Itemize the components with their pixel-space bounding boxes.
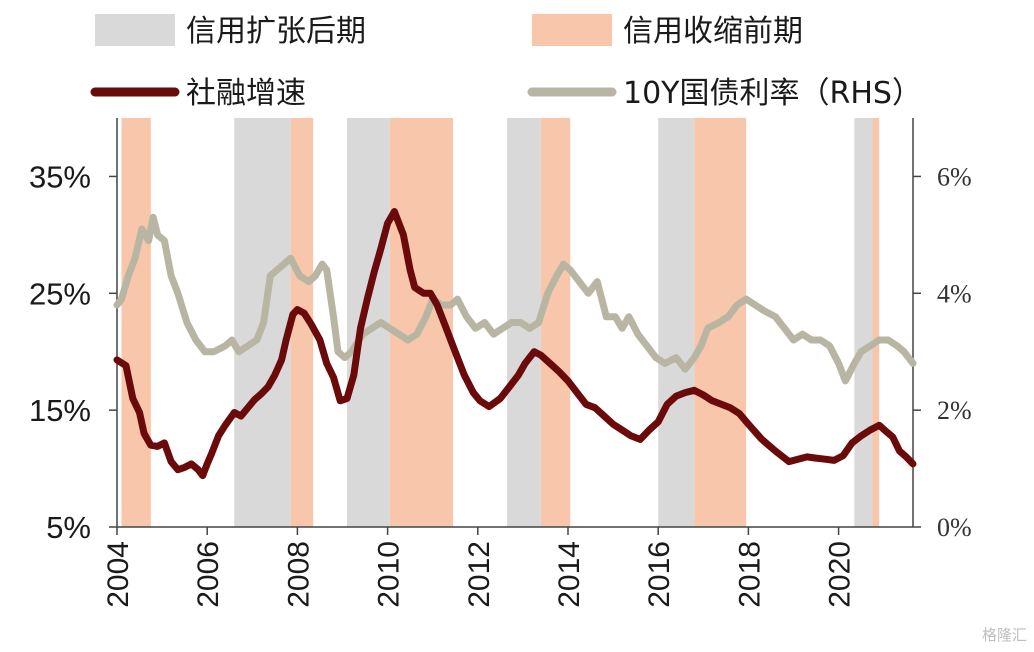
left-tick-label: 15% xyxy=(29,393,91,428)
shaded-regions xyxy=(121,118,880,527)
legend-label-contraction-early: 信用收缩前期 xyxy=(623,14,803,49)
x-tick-label: 2010 xyxy=(373,541,406,608)
legend-label-tsf-growth: 社融增速 xyxy=(186,76,306,111)
watermark: 格隆汇 xyxy=(982,626,1027,644)
left-tick-label: 5% xyxy=(46,510,91,545)
x-tick-label: 2016 xyxy=(643,541,676,608)
legend-swatch-contraction-early xyxy=(532,14,612,46)
series-line-yield-10y xyxy=(113,213,917,385)
x-tick-label: 2014 xyxy=(553,541,586,608)
x-tick-label: 2020 xyxy=(824,541,857,608)
legend: 信用扩张后期 信用收缩前期 社融增速 10Y国债利率（RHS） xyxy=(90,14,922,111)
x-tick-label: 2018 xyxy=(733,541,766,608)
shaded-region-contraction-early-2 xyxy=(290,118,314,527)
x-tick-label: 2004 xyxy=(102,541,135,608)
x-tick-label: 2008 xyxy=(282,541,315,608)
shaded-region-contraction-early-6 xyxy=(540,118,571,527)
right-tick-label: 4% xyxy=(937,279,972,308)
series-lines xyxy=(113,208,917,480)
left-tick-label: 35% xyxy=(29,159,91,194)
legend-label-yield-10y: 10Y国债利率（RHS） xyxy=(623,76,922,111)
legend-swatch-expansion-late xyxy=(95,14,175,46)
right-tick-label: 2% xyxy=(937,396,972,425)
shaded-region-expansion-late-7 xyxy=(658,118,695,527)
x-tick-label: 2006 xyxy=(192,541,225,608)
right-tick-label: 0% xyxy=(937,513,972,542)
tick-labels: 5% 15% 25% 35% 0% 2% 4% 6% 2004 2006 2008 2010 2012 2… xyxy=(29,159,972,607)
shaded-region-contraction-early-0 xyxy=(121,118,151,527)
right-tick-label: 6% xyxy=(937,162,972,191)
legend-label-expansion-late: 信用扩张后期 xyxy=(186,14,366,49)
left-tick-label: 25% xyxy=(29,276,91,311)
shaded-region-contraction-early-10 xyxy=(872,118,880,527)
x-tick-label: 2012 xyxy=(463,541,496,608)
shaded-region-expansion-late-9 xyxy=(854,118,873,527)
axes xyxy=(109,118,921,535)
series-line-tsf-growth xyxy=(113,208,917,480)
